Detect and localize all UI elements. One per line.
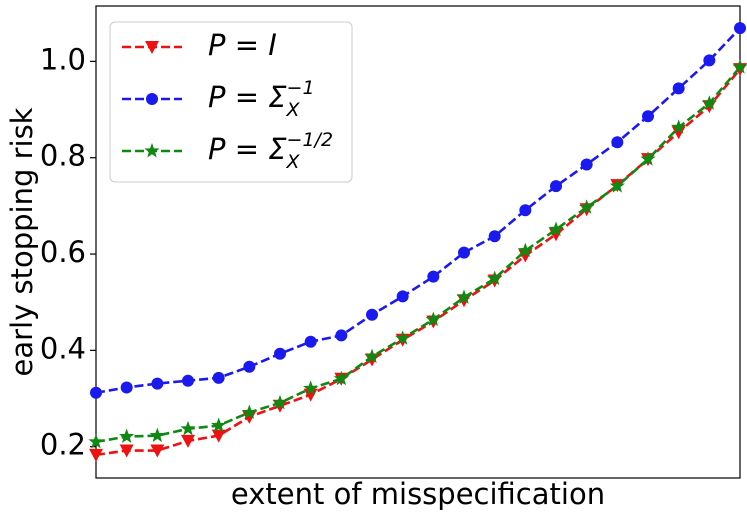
marker xyxy=(396,290,409,303)
marker xyxy=(211,417,227,432)
legend-name: P = Σ xyxy=(208,80,287,114)
marker xyxy=(425,311,441,327)
marker xyxy=(611,136,624,149)
marker xyxy=(364,348,380,364)
marker xyxy=(149,427,165,443)
legend-sup: −1/2 xyxy=(287,129,334,151)
marker xyxy=(333,370,349,386)
marker xyxy=(304,335,317,348)
marker xyxy=(144,143,160,158)
legend-box xyxy=(109,21,353,183)
marker xyxy=(272,394,288,410)
marker xyxy=(242,410,257,424)
marker xyxy=(211,429,226,443)
y-tick-label: 0.2 xyxy=(40,428,86,462)
marker xyxy=(580,158,593,171)
marker xyxy=(672,82,685,95)
marker xyxy=(488,230,501,243)
marker xyxy=(458,246,470,259)
marker xyxy=(671,126,686,140)
marker xyxy=(212,371,225,384)
marker xyxy=(732,59,747,74)
legend-label: P = I xyxy=(208,28,277,62)
marker xyxy=(609,178,625,193)
marker xyxy=(550,180,562,193)
marker xyxy=(274,347,286,360)
marker xyxy=(119,428,135,444)
x-axis-label: extent of misspecification xyxy=(231,477,605,511)
series-line xyxy=(95,27,741,395)
legend-name: P = I xyxy=(208,28,277,62)
marker xyxy=(734,22,746,35)
legend-sub: X xyxy=(286,151,301,173)
legend-label: P = Σ−1/2 X xyxy=(208,129,333,173)
legend-name: P = Σ xyxy=(208,132,287,166)
marker xyxy=(671,119,687,134)
marker xyxy=(456,289,472,304)
marker xyxy=(145,41,159,54)
marker xyxy=(182,374,194,387)
marker xyxy=(146,93,158,105)
marker xyxy=(335,329,348,342)
y-tick-label: 0.8 xyxy=(40,139,86,173)
marker xyxy=(243,360,256,373)
marker xyxy=(640,151,656,166)
marker xyxy=(701,95,717,110)
series-line xyxy=(95,66,741,444)
legend-label: P = Σ−1 X xyxy=(208,77,315,121)
y-axis-label: early stopping risk xyxy=(5,107,39,376)
marker xyxy=(579,199,595,214)
marker xyxy=(703,54,716,67)
marker xyxy=(150,444,165,458)
marker xyxy=(519,204,532,217)
marker xyxy=(90,386,102,399)
plot-frame xyxy=(95,5,741,479)
marker xyxy=(303,380,319,395)
marker xyxy=(487,270,503,286)
marker xyxy=(642,110,654,123)
y-tick-label: 1.0 xyxy=(40,42,86,76)
legend-sup: −1 xyxy=(287,77,315,99)
y-tick-label: 0.4 xyxy=(40,331,86,365)
marker xyxy=(119,444,134,458)
marker xyxy=(548,221,564,236)
marker xyxy=(517,242,533,258)
marker xyxy=(89,448,103,462)
marker xyxy=(395,330,411,345)
y-tick-label: 0.6 xyxy=(40,235,86,269)
marker xyxy=(88,433,104,449)
marker xyxy=(120,381,133,394)
marker xyxy=(180,420,196,436)
marker xyxy=(366,308,378,321)
marker xyxy=(241,404,257,419)
legend-sub: X xyxy=(286,99,301,121)
marker xyxy=(427,270,440,283)
marker xyxy=(151,377,164,390)
marker xyxy=(181,434,195,448)
